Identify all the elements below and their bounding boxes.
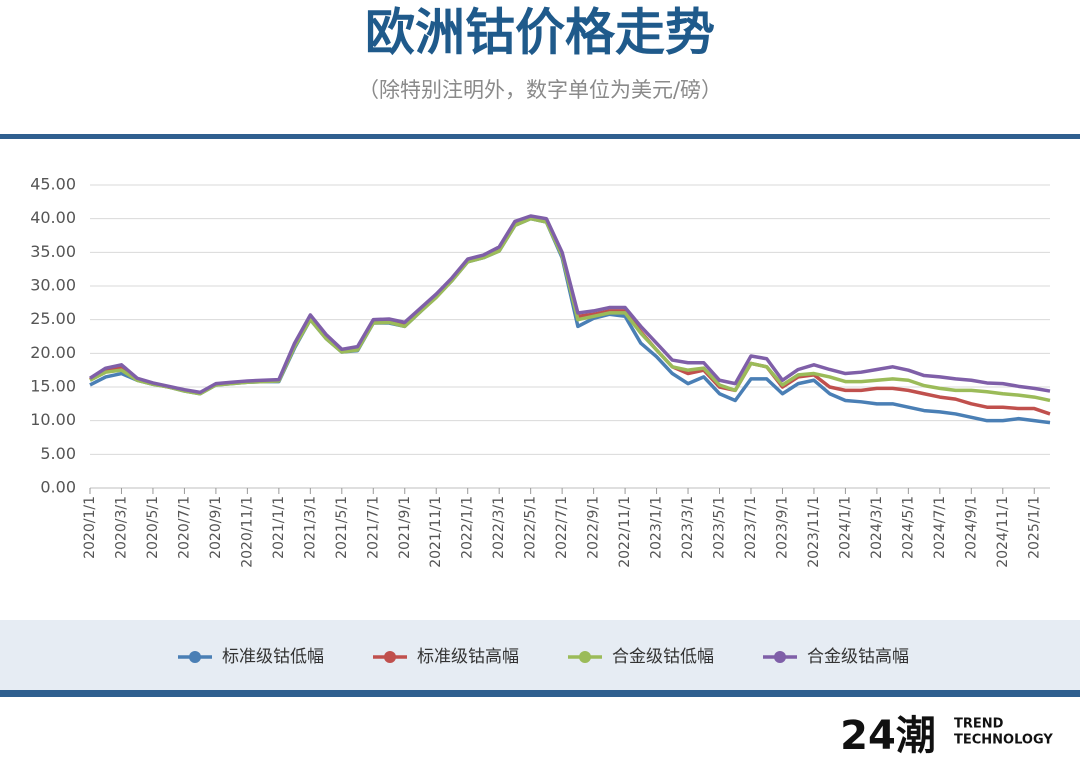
brand-mark: 24潮	[840, 713, 936, 759]
x-tick-label: 2020/5/1	[145, 496, 161, 559]
x-tick-label: 2023/1/1	[649, 496, 665, 559]
x-tick-label: 2020/9/1	[208, 496, 224, 559]
brand-line: TREND	[954, 717, 1004, 732]
x-tick-label: 2024/5/1	[900, 496, 916, 559]
legend-label: 标准级钴低幅	[222, 647, 324, 667]
x-tick-label: 2021/1/1	[271, 496, 287, 559]
legend-band	[0, 620, 1080, 690]
y-tick-label: 25.00	[30, 309, 76, 328]
y-tick-label: 45.00	[30, 175, 76, 194]
brand-line: TECHNOLOGY	[954, 733, 1053, 748]
x-tick-label: 2021/7/1	[365, 496, 381, 559]
x-tick-label: 2024/3/1	[869, 496, 885, 559]
x-tick-label: 2024/7/1	[932, 496, 948, 559]
x-tick-label: 2020/1/1	[82, 496, 98, 559]
header-rule	[0, 134, 1080, 139]
y-tick-label: 40.00	[30, 208, 76, 227]
y-tick-label: 15.00	[30, 377, 76, 396]
x-tick-label: 2021/5/1	[334, 496, 350, 559]
x-tick-label: 2021/9/1	[397, 496, 413, 559]
y-tick-label: 0.00	[40, 478, 76, 497]
x-tick-label: 2023/3/1	[680, 496, 696, 559]
legend-marker	[774, 651, 786, 663]
y-tick-label: 30.00	[30, 276, 76, 295]
x-tick-label: 2022/3/1	[491, 496, 507, 559]
x-tick-label: 2022/9/1	[586, 496, 602, 559]
x-tick-label: 2020/7/1	[176, 496, 192, 559]
x-tick-label: 2022/11/1	[617, 496, 633, 568]
chart-title: 欧洲钴价格走势	[365, 4, 715, 62]
legend-label: 合金级钴高幅	[807, 647, 909, 667]
x-tick-label: 2024/1/1	[837, 496, 853, 559]
x-tick-label: 2021/3/1	[302, 496, 318, 559]
y-tick-label: 20.00	[30, 343, 76, 362]
x-tick-label: 2024/11/1	[995, 496, 1011, 568]
legend-marker	[384, 651, 396, 663]
series-line	[89, 214, 1051, 395]
x-tick-label: 2025/1/1	[1026, 496, 1042, 559]
x-tick-label: 2023/9/1	[774, 496, 790, 559]
x-tick-label: 2023/5/1	[712, 496, 728, 559]
y-tick-label: 5.00	[40, 444, 76, 463]
chart-subtitle: （除特别注明外，数字单位为美元/磅）	[358, 78, 722, 102]
x-tick-label: 2021/11/1	[428, 496, 444, 568]
x-tick-label: 2023/7/1	[743, 496, 759, 559]
x-tick-label: 2022/7/1	[554, 496, 570, 559]
x-tick-label: 2020/3/1	[113, 496, 129, 559]
x-tick-label: 2020/11/1	[239, 496, 255, 568]
legend-marker	[189, 651, 201, 663]
legend-marker	[579, 651, 591, 663]
x-tick-label: 2024/9/1	[963, 496, 979, 559]
x-tick-label: 2022/5/1	[523, 496, 539, 559]
x-tick-label: 2023/11/1	[806, 496, 822, 568]
legend-label: 合金级钴低幅	[612, 647, 714, 667]
y-tick-label: 35.00	[30, 242, 76, 261]
plot: 0.00 5.00 10.00 15.00 20.00 25.00 30.00 35.00 40…	[30, 175, 1051, 667]
legend-label: 标准级钴高幅	[417, 647, 519, 667]
y-tick-label: 10.00	[30, 410, 76, 429]
footer-rule	[0, 690, 1080, 697]
x-tick-label: 2022/1/1	[460, 496, 476, 559]
